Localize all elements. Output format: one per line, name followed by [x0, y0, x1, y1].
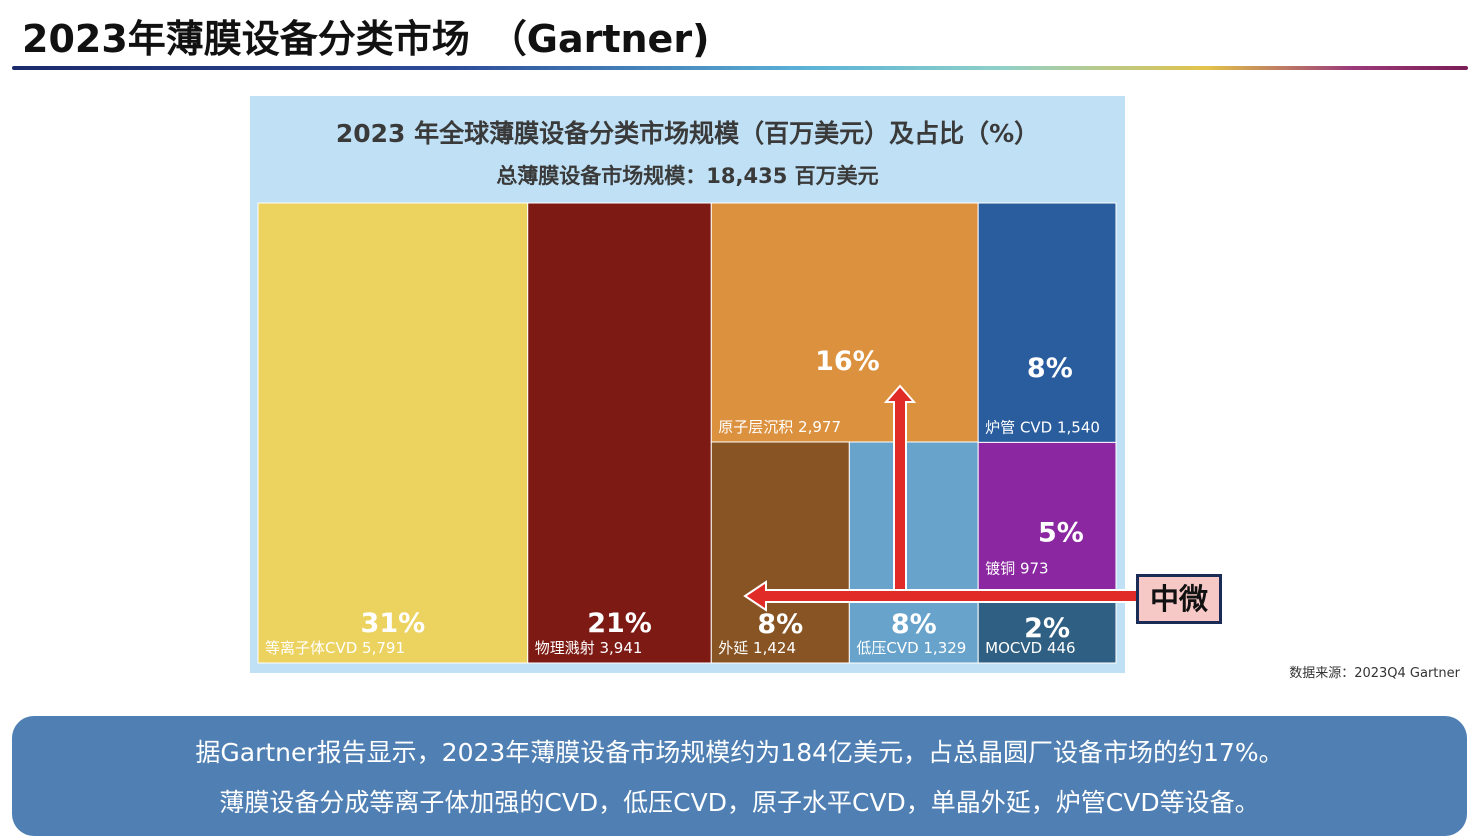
treemap-percent-3: 8%	[757, 609, 803, 640]
treemap-label-6: 镀铜 973	[985, 560, 1048, 578]
treemap-cell-4	[848, 441, 979, 664]
arrow-to-ald	[883, 384, 917, 591]
summary-line-2: 薄膜设备分成等离子体加强的CVD，低压CVD，原子水平CVD，单晶外延，炉管CV…	[219, 788, 1260, 817]
summary-panel	[12, 716, 1467, 836]
treemap-cell-7	[977, 593, 1117, 664]
arrow-to-epitaxy	[743, 580, 1139, 612]
treemap-percent-1: 21%	[587, 608, 652, 639]
treemap-percent-6: 5%	[1038, 517, 1084, 548]
treemap-cell-0	[257, 202, 529, 664]
treemap-label-1: 物理溅射 3,941	[535, 639, 643, 657]
treemap-percent-4: 8%	[891, 609, 937, 640]
treemap-label-5: 炉管 CVD 1,540	[985, 418, 1100, 436]
title-divider	[12, 66, 1468, 70]
highlight-callout: 中微	[1136, 574, 1222, 624]
treemap-cell-6	[977, 441, 1117, 595]
treemap-percent-5: 8%	[1027, 353, 1073, 384]
treemap-label-7: MOCVD 446	[985, 639, 1075, 657]
page-title: 2023年薄膜设备分类市场 （Gartner)	[22, 17, 710, 61]
treemap-cell-5	[977, 202, 1117, 443]
treemap-cell-1	[527, 202, 712, 664]
treemap-label-2: 原子层沉积 2,977	[718, 418, 841, 436]
treemap-percent-0: 31%	[361, 608, 426, 639]
source-note: 数据来源：2023Q4 Gartner	[1289, 666, 1460, 681]
chart-title: 2023 年全球薄膜设备分类市场规模（百万美元）及占比（%）	[335, 119, 1040, 148]
treemap-label-4: 低压CVD 1,329	[856, 639, 966, 657]
treemap-cell-2	[710, 202, 979, 443]
treemap-percent-7: 2%	[1024, 613, 1070, 644]
chart-subtitle: 总薄膜设备市场规模：18,435 百万美元	[496, 164, 879, 188]
treemap-label-3: 外延 1,424	[718, 639, 796, 657]
treemap-cell-3	[710, 441, 850, 664]
treemap-label-0: 等离子体CVD 5,791	[265, 639, 405, 657]
summary-line-1: 据Gartner报告显示，2023年薄膜设备市场规模约为184亿美元，占总晶圆厂…	[195, 738, 1284, 767]
treemap-percent-2: 16%	[815, 346, 880, 377]
